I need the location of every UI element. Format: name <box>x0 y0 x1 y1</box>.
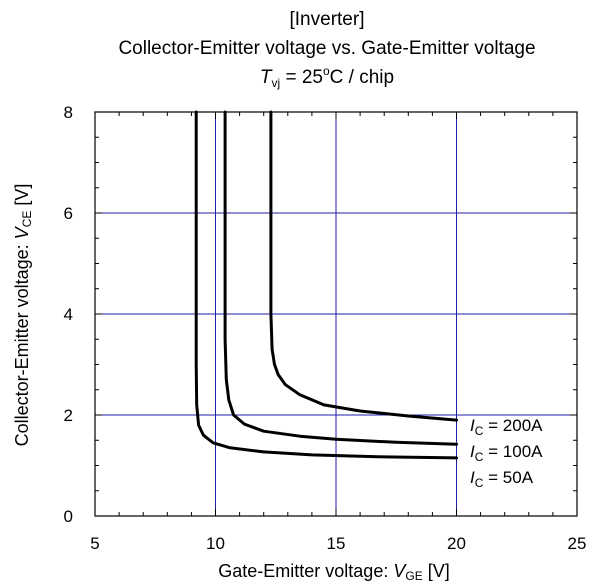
x-axis-label: Gate-Emitter voltage: VGE [V] <box>218 561 449 583</box>
series-label-3: IC = 50A <box>470 468 534 490</box>
series-label-2: IC = 100A <box>470 442 543 464</box>
y-axis-label: Collector-Emitter voltage: VCE [V] <box>12 184 34 447</box>
x-tick-label-10: 10 <box>206 534 225 553</box>
series-labels: IC = 200A IC = 100A IC = 50A <box>470 416 543 490</box>
x-tick-label-25: 25 <box>568 534 587 553</box>
chart-title-line-1: [Inverter] <box>290 9 365 30</box>
y-tick-label-4: 4 <box>64 305 73 324</box>
x-tick-label-15: 15 <box>327 534 346 553</box>
y-tick-label-2: 2 <box>64 406 73 425</box>
y-tick-label-6: 6 <box>64 204 73 223</box>
y-tick-label-8: 8 <box>64 103 73 122</box>
y-tick-label-0: 0 <box>64 507 73 526</box>
chart-title-line-2: Collector-Emitter voltage vs. Gate-Emitt… <box>118 38 535 59</box>
plot-frame <box>94 111 578 517</box>
series-line-2 <box>223 110 458 446</box>
x-tick-label-20: 20 <box>447 534 466 553</box>
tick-labels: 5 10 15 20 25 0 2 4 6 8 <box>64 103 587 553</box>
series-label-1: IC = 200A <box>470 416 543 438</box>
series-group <box>194 110 458 460</box>
x-tick-label-5: 5 <box>90 534 99 553</box>
series-line-3 <box>194 110 458 460</box>
series-line-1 <box>269 110 458 422</box>
chart-condition: Tvj = 25oC / chip <box>260 64 394 90</box>
grid <box>95 112 577 516</box>
